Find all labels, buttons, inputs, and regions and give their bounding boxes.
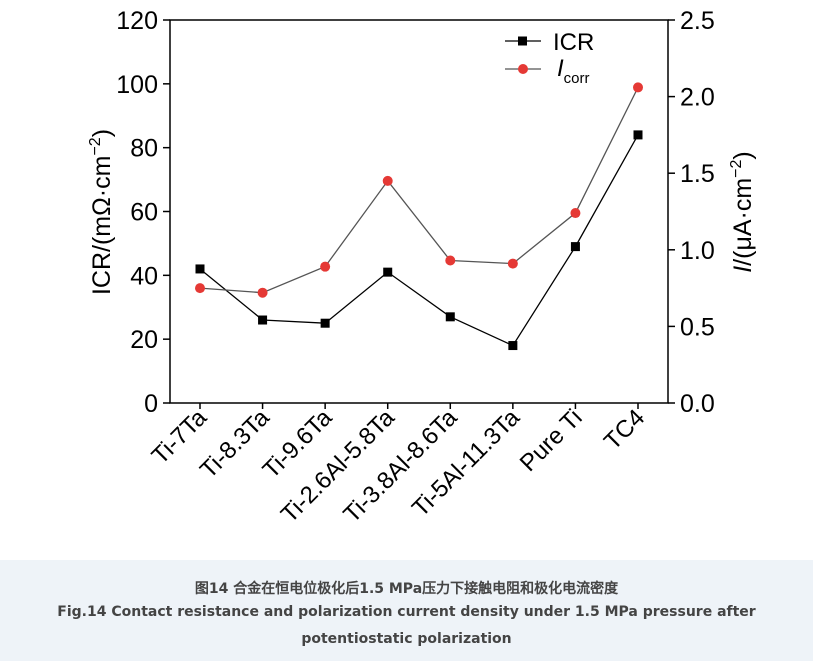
icr-data-point	[383, 267, 393, 277]
y-right-label: I/(μA·cm−2)	[728, 151, 757, 273]
y-left-tick-label: 40	[130, 262, 158, 290]
series-line-icr	[199, 134, 639, 347]
right-axis: 0.0 0.5 1.0 1.5 2.0 2.5	[668, 7, 715, 418]
left-axis: 0 20 40 60 80 100 120	[116, 7, 170, 418]
y-right-tick-label: 1.0	[680, 237, 715, 265]
y-left-tick-label: 80	[130, 135, 158, 163]
y-left-tick-label: 100	[116, 71, 158, 99]
icr-data-point	[633, 130, 643, 140]
chart: 0 20 40 60 80 100 120 0.0 0.5 1.0 1.5 2.0 2.5 Ti-7T…	[87, 7, 757, 528]
y-left-tick-label: 20	[130, 326, 158, 354]
legend-icorr-marker	[518, 64, 528, 74]
icorr-data-point	[382, 175, 393, 186]
icr-data-point	[508, 341, 518, 351]
x-tick-label: Pure Ti	[515, 404, 588, 477]
x-tick-label: TC4	[599, 404, 650, 455]
y-left-tick-label: 60	[130, 199, 158, 227]
icorr-data-point	[570, 208, 581, 219]
legend-icr-label: ICR	[553, 29, 594, 56]
y-right-tick-label: 0.0	[680, 390, 715, 418]
legend: ICR Icorr	[505, 29, 594, 87]
icorr-data-point	[195, 283, 205, 294]
y-left-tick-label: 0	[144, 390, 158, 418]
y-left-tick-label: 120	[116, 7, 158, 35]
y-right-tick-label: 1.5	[680, 160, 715, 188]
y-left-label: ICR/(mΩ·cm−2)	[87, 129, 116, 295]
icorr-data-point	[257, 287, 268, 298]
icorr-data-point	[633, 82, 643, 93]
icr-data-point	[570, 242, 580, 252]
y-right-tick-label: 0.5	[680, 313, 715, 341]
x-axis: Ti-7TaTi-8.3TaTi-9.6TaTi-2.6Al-5.8TaTi-3…	[147, 403, 650, 528]
caption-chinese: 图14 合金在恒电位极化后1.5 MPa压力下接触电阻和极化电流密度	[194, 581, 619, 597]
icr-data-point	[258, 315, 268, 325]
series-line-icorr	[199, 87, 639, 294]
figure-caption: 图14 合金在恒电位极化后1.5 MPa压力下接触电阻和极化电流密度 Fig.1…	[0, 560, 813, 661]
legend-icorr-label: Icorr	[557, 55, 590, 87]
icr-data-point	[445, 312, 455, 322]
y-right-tick-label: 2.5	[680, 7, 715, 35]
icorr-data-point	[445, 255, 456, 266]
caption-english: Fig.14 Contact resistance and polarizati…	[57, 604, 756, 647]
y-right-tick-label: 2.0	[680, 84, 715, 112]
icorr-data-point	[507, 258, 518, 269]
icr-data-point	[195, 264, 205, 274]
icorr-data-point	[320, 261, 331, 272]
icr-data-point	[320, 318, 330, 328]
plot-frame	[169, 19, 669, 404]
x-tick-label: Ti-8.3Ta	[195, 404, 275, 484]
legend-icr-marker	[518, 36, 527, 46]
